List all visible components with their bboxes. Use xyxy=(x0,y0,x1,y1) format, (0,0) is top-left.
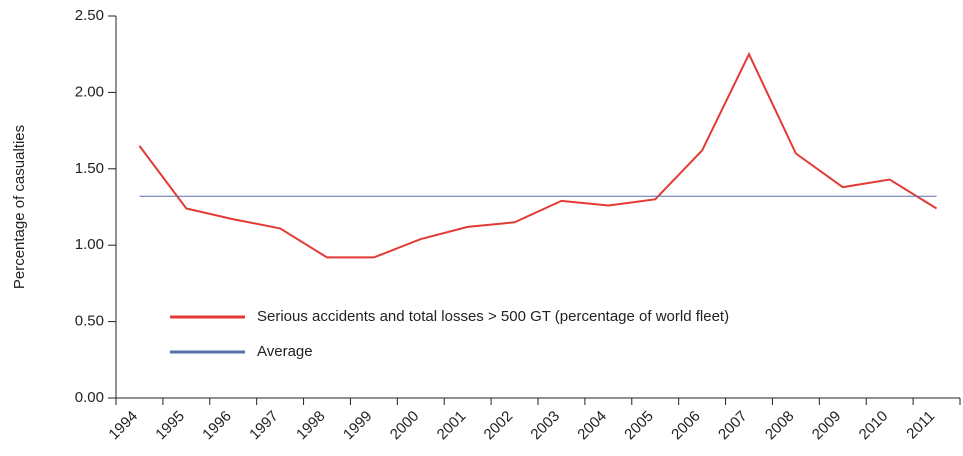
y-tick-label: 0.50 xyxy=(75,313,104,330)
x-tick-label: 2009 xyxy=(809,408,845,444)
x-tick-label: 2008 xyxy=(762,408,798,444)
x-tick-label: 2011 xyxy=(903,408,938,443)
series-line xyxy=(138,51,938,259)
x-tick-label: 2000 xyxy=(387,408,423,444)
x-tick-label: 1994 xyxy=(105,408,141,444)
y-tick-label: 0.00 xyxy=(75,389,104,406)
x-tick-label: 2006 xyxy=(668,408,704,444)
x-tick-label: 2003 xyxy=(527,408,563,444)
legend-label: Average xyxy=(257,343,313,360)
x-tick-label: 2005 xyxy=(621,408,657,444)
x-tick-label: 1997 xyxy=(246,408,282,444)
y-tick-label: 1.00 xyxy=(75,236,104,253)
y-tick-label: 2.00 xyxy=(75,83,104,100)
y-tick-label: 2.50 xyxy=(75,7,104,24)
legend-label: Serious accidents and total losses > 500… xyxy=(257,308,729,325)
x-tick-label: 1999 xyxy=(340,408,376,444)
x-tick-label: 2004 xyxy=(574,408,610,444)
x-tick-label: 1998 xyxy=(293,408,329,444)
x-tick-label: 1996 xyxy=(199,408,235,444)
y-axis-label: Percentage of casualties xyxy=(11,125,28,289)
x-tick-label: 2010 xyxy=(856,408,892,444)
x-tick-label: 1995 xyxy=(152,408,188,444)
y-tick-label: 1.50 xyxy=(75,160,104,177)
x-tick-label: 2002 xyxy=(481,408,517,444)
x-tick-label: 2007 xyxy=(715,408,751,444)
x-tick-label: 2001 xyxy=(434,408,470,444)
